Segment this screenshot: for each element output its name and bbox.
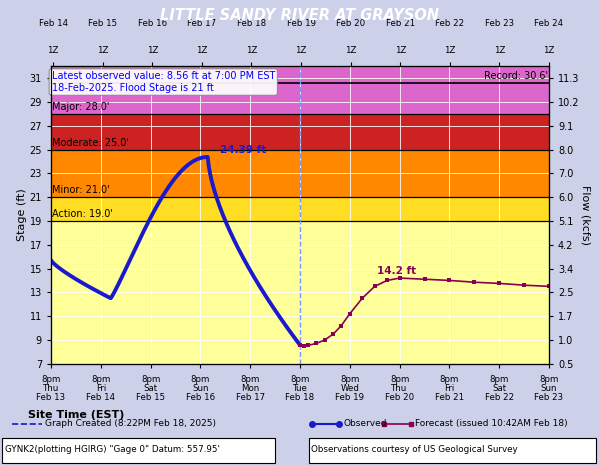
Text: Sat: Sat	[492, 384, 506, 393]
Text: Fri: Fri	[444, 384, 455, 393]
Text: Minor: 21.0': Minor: 21.0'	[52, 186, 110, 195]
Text: Thu: Thu	[391, 384, 408, 393]
Text: Feb 21: Feb 21	[435, 393, 464, 402]
Text: 8pm: 8pm	[241, 375, 260, 384]
Text: Feb 23: Feb 23	[535, 393, 563, 402]
Bar	[51, 221, 549, 364]
Text: Feb 13: Feb 13	[37, 393, 65, 402]
Bar	[51, 150, 549, 197]
Text: 1Z: 1Z	[97, 46, 109, 54]
Text: Feb 14: Feb 14	[86, 393, 115, 402]
Y-axis label: Stage (ft): Stage (ft)	[17, 189, 26, 241]
Text: 14.2 ft: 14.2 ft	[377, 266, 416, 276]
Text: Forecast (issued 10:42AM Feb 18): Forecast (issued 10:42AM Feb 18)	[415, 419, 568, 428]
Text: Site Time (EST): Site Time (EST)	[28, 410, 124, 420]
Text: 8pm: 8pm	[539, 375, 559, 384]
Text: Sun: Sun	[541, 384, 557, 393]
Text: 1Z: 1Z	[146, 46, 158, 54]
Text: 1Z: 1Z	[444, 46, 455, 54]
Text: Feb 14: Feb 14	[38, 19, 68, 28]
Text: Feb 16: Feb 16	[186, 393, 215, 402]
Text: Feb 18: Feb 18	[286, 393, 314, 402]
Text: Major: 28.0': Major: 28.0'	[52, 102, 110, 112]
Text: Feb 22: Feb 22	[435, 19, 464, 28]
FancyBboxPatch shape	[309, 438, 596, 463]
Text: Feb 20: Feb 20	[336, 19, 365, 28]
Text: Wed: Wed	[340, 384, 359, 393]
Text: Sun: Sun	[192, 384, 209, 393]
Text: Fri: Fri	[95, 384, 106, 393]
Text: 1Z: 1Z	[544, 46, 554, 54]
Text: Tue: Tue	[293, 384, 307, 393]
Text: Moderate: 25.0': Moderate: 25.0'	[52, 138, 130, 148]
Text: Record: 30.6': Record: 30.6'	[484, 71, 548, 81]
Text: 8pm: 8pm	[490, 375, 509, 384]
Bar	[51, 114, 549, 150]
Text: Thu: Thu	[43, 384, 59, 393]
Text: GYNK2(plotting HGIRG) "Gage 0" Datum: 557.95': GYNK2(plotting HGIRG) "Gage 0" Datum: 55…	[5, 445, 220, 454]
Text: 8pm: 8pm	[91, 375, 110, 384]
Text: Graph Created (8:22PM Feb 18, 2025): Graph Created (8:22PM Feb 18, 2025)	[45, 419, 216, 428]
Text: Action: 19.0': Action: 19.0'	[52, 209, 113, 219]
Text: 1Z: 1Z	[395, 46, 406, 54]
Text: Observed: Observed	[343, 419, 387, 428]
Text: 8pm: 8pm	[191, 375, 210, 384]
Text: 8pm: 8pm	[440, 375, 459, 384]
Text: Feb 17: Feb 17	[187, 19, 217, 28]
Text: Feb 19: Feb 19	[287, 19, 316, 28]
Text: Feb 20: Feb 20	[385, 393, 414, 402]
Bar	[51, 66, 549, 114]
Text: 1Z: 1Z	[246, 46, 257, 54]
Text: Feb 15: Feb 15	[136, 393, 165, 402]
Text: Observations courtesy of US Geological Survey: Observations courtesy of US Geological S…	[311, 445, 518, 454]
Y-axis label: Flow (kcfs): Flow (kcfs)	[581, 185, 590, 245]
Text: 8pm: 8pm	[390, 375, 409, 384]
Text: Feb 24: Feb 24	[535, 19, 563, 28]
Text: Feb 23: Feb 23	[485, 19, 514, 28]
Text: 8pm: 8pm	[141, 375, 160, 384]
Text: 1Z: 1Z	[295, 46, 307, 54]
Text: Feb 21: Feb 21	[386, 19, 415, 28]
Text: Feb 16: Feb 16	[137, 19, 167, 28]
Text: 1Z: 1Z	[196, 46, 208, 54]
Text: 8pm: 8pm	[41, 375, 61, 384]
Text: Feb 15: Feb 15	[88, 19, 117, 28]
Text: 8pm: 8pm	[290, 375, 310, 384]
Text: Sat: Sat	[143, 384, 158, 393]
Text: Feb 22: Feb 22	[485, 393, 514, 402]
Text: Latest observed value: 8.56 ft at 7:00 PM EST
18-Feb-2025. Flood Stage is 21 ft: Latest observed value: 8.56 ft at 7:00 P…	[52, 71, 275, 93]
Text: Feb 18: Feb 18	[237, 19, 266, 28]
FancyBboxPatch shape	[2, 438, 275, 463]
Text: LITTLE SANDY RIVER AT GRAYSON: LITTLE SANDY RIVER AT GRAYSON	[161, 8, 439, 23]
Text: 1Z: 1Z	[494, 46, 505, 54]
Text: 8pm: 8pm	[340, 375, 359, 384]
Text: 1Z: 1Z	[345, 46, 356, 54]
Bar	[51, 197, 549, 221]
Text: 24.39 ft: 24.39 ft	[220, 145, 266, 155]
Text: 1Z: 1Z	[47, 46, 59, 54]
Text: Feb 19: Feb 19	[335, 393, 364, 402]
Text: Feb 17: Feb 17	[236, 393, 265, 402]
Text: Mon: Mon	[241, 384, 259, 393]
